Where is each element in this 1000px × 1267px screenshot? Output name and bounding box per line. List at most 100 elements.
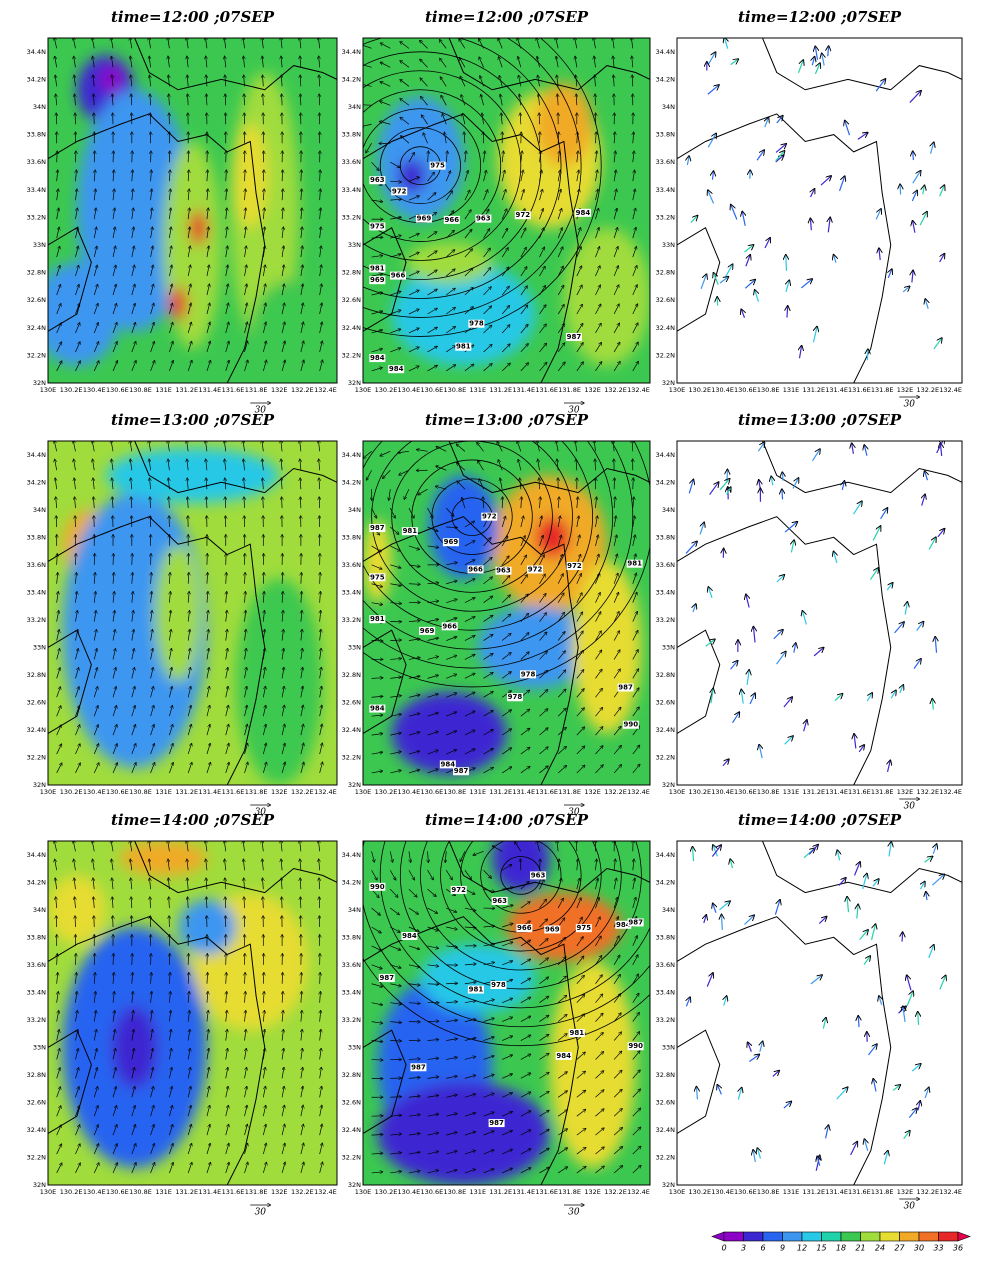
reference-vector-label: 30 [904, 802, 916, 812]
wind-vector [757, 150, 764, 160]
panel-title: time=14:00 ;07SEP [111, 811, 275, 829]
wind-vector [828, 218, 830, 232]
lat-tick-label: 33.4N [656, 988, 675, 996]
wind-vector [822, 54, 824, 66]
lat-tick-label: 34.2N [342, 75, 361, 83]
wind-vector [696, 1087, 697, 1099]
lon-tick-label: 131.8E [871, 386, 894, 394]
lon-tick-label: 132.4E [314, 1188, 337, 1196]
lon-tick-label: 130.6E [421, 1188, 444, 1196]
wind-vector [723, 759, 729, 765]
wind-vector [708, 190, 714, 203]
wind-vector [889, 842, 891, 856]
lon-tick-label: 130.2E [60, 788, 83, 796]
wind-vector [741, 310, 744, 318]
wind-vector [867, 350, 868, 361]
wind-vector [777, 575, 784, 582]
field-blob [564, 228, 650, 366]
wind-vector [860, 930, 868, 939]
wind-vector [881, 508, 888, 519]
wind-vector [909, 1109, 916, 1118]
coastline [763, 38, 963, 90]
lat-tick-label: 34N [33, 906, 46, 914]
field-blob [377, 97, 463, 221]
wind-vector [912, 271, 913, 283]
lon-tick-label: 132.2E [604, 1188, 627, 1196]
wind-vector [718, 1085, 722, 1094]
wind-vector [741, 690, 743, 704]
map-content [677, 38, 962, 383]
lon-tick-label: 131E [783, 1188, 800, 1196]
wind-vector [784, 697, 792, 707]
lon-tick-label: 130.6E [734, 788, 757, 796]
wind-vector [854, 502, 862, 515]
lat-tick-label: 33.8N [342, 533, 361, 541]
reference-vector-label: 30 [904, 400, 916, 410]
wind-vector [742, 212, 745, 226]
wind-vector [920, 882, 924, 889]
lat-tick-label: 32.6N [27, 1098, 46, 1106]
map-panel: time=12:00 ;07SEP32N32.2N32.4N32.6N32.8N… [27, 8, 337, 416]
wind-vector [693, 847, 694, 861]
lat-tick-label: 33.6N [342, 561, 361, 569]
wind-vector [814, 648, 823, 656]
lat-tick-label: 32.6N [27, 296, 46, 304]
isobar-label: 963 [492, 897, 507, 905]
lon-tick-label: 131.8E [871, 1188, 894, 1196]
lat-tick-label: 33N [348, 643, 361, 651]
colorbar-tick-label: 36 [953, 1244, 963, 1253]
panel-title: time=12:00 ;07SEP [738, 8, 902, 26]
isobar-label: 966 [468, 565, 483, 573]
wind-vector [727, 488, 731, 495]
isobar-label: 981 [370, 264, 385, 272]
wind-vector [746, 255, 750, 266]
isobar-label: 987 [370, 524, 385, 532]
wind-vector [810, 219, 811, 231]
isobar-label: 978 [508, 693, 523, 701]
lat-tick-label: 32.8N [342, 1071, 361, 1079]
lat-tick-label: 32.6N [656, 296, 675, 304]
colorbar-swatch [939, 1232, 959, 1241]
lat-tick-label: 33N [33, 643, 46, 651]
lon-tick-label: 131.8E [245, 1188, 268, 1196]
wind-vector [771, 477, 772, 485]
lat-tick-label: 34.2N [27, 478, 46, 486]
isobar-label: 969 [444, 538, 459, 546]
wind-vector [922, 495, 925, 506]
wind-vector [713, 904, 716, 913]
wind-vector [867, 693, 872, 701]
lon-tick-label: 130.8E [129, 386, 152, 394]
wind-vector [859, 745, 864, 752]
wind-vector [900, 685, 903, 693]
lon-tick-label: 130.4E [398, 386, 421, 394]
isobar-label: 987 [567, 333, 582, 341]
lat-tick-label: 33.6N [27, 961, 46, 969]
lat-tick-label: 33.6N [656, 561, 675, 569]
lon-tick-label: 131.8E [558, 788, 581, 796]
lon-tick-label: 130.8E [757, 788, 780, 796]
lon-tick-label: 130.4E [711, 788, 734, 796]
field-blob [429, 475, 498, 578]
lat-tick-label: 32.4N [27, 324, 46, 332]
panel-title: time=13:00 ;07SEP [111, 411, 275, 429]
wind-vector [828, 46, 829, 56]
isobar-label: 987 [618, 684, 633, 692]
lon-tick-label: 131.4E [198, 1188, 221, 1196]
wind-vector [731, 59, 738, 64]
isobar-label: 981 [570, 1029, 585, 1037]
map-panel: time=13:00 ;07SEP32N32.2N32.4N32.6N32.8N… [27, 411, 337, 818]
lat-tick-label: 34.4N [656, 851, 675, 859]
lon-tick-label: 130E [669, 386, 686, 394]
wind-vector [791, 541, 794, 553]
colorbar-tick-label: 3 [741, 1244, 746, 1253]
isobar-label: 969 [420, 627, 435, 635]
wind-vector [819, 917, 826, 924]
wind-vector [745, 280, 755, 288]
colorbar-tick-label: 15 [816, 1244, 826, 1253]
lon-tick-label: 132.4E [314, 788, 337, 796]
lon-tick-label: 132.2E [916, 386, 939, 394]
wind-vector [815, 63, 819, 73]
colorbar-swatch [861, 1232, 881, 1241]
lon-tick-label: 132E [584, 1188, 601, 1196]
